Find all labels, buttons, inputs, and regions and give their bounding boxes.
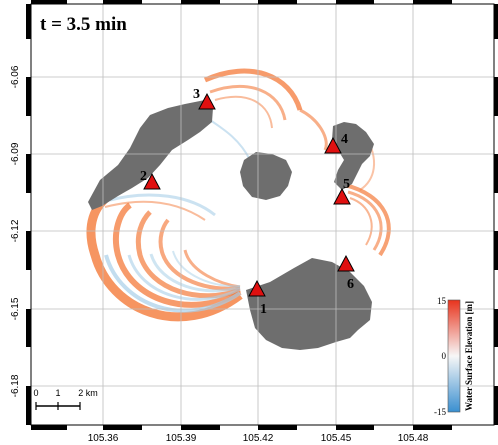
colorbar: 15 0 -15 Water Surface Elevation [m] xyxy=(434,296,474,417)
station-3: 3 xyxy=(193,87,216,110)
wave-trough xyxy=(149,253,241,293)
wavefront-arc xyxy=(349,197,373,246)
time-label: t = 3.5 min xyxy=(40,14,127,35)
x-tick-label: 105.39 xyxy=(166,433,197,444)
station-marker-icon xyxy=(198,92,216,110)
station-label: 5 xyxy=(343,177,350,192)
wavefront-arc xyxy=(347,190,383,251)
station-markers: 1 2 3 4 5 6 xyxy=(140,87,355,317)
station-label: 3 xyxy=(193,87,200,102)
y-axis-labels: -6.06 -6.09 -6.12 -6.15 -6.18 xyxy=(10,65,21,397)
station-5: 5 xyxy=(333,177,351,205)
y-tick-label: -6.18 xyxy=(10,374,21,397)
colorbar-min-label: -15 xyxy=(434,407,446,417)
plot-area xyxy=(31,4,494,425)
x-tick-label: 105.48 xyxy=(398,433,429,444)
y-tick-label: -6.12 xyxy=(10,219,21,242)
wavefront-arc xyxy=(86,191,243,322)
scale-label: 0 xyxy=(33,388,38,398)
colorbar-gradient xyxy=(447,299,461,413)
scale-bar: 0 1 2 km xyxy=(33,388,98,410)
station-4: 4 xyxy=(324,132,348,154)
y-tick-label: -6.15 xyxy=(10,297,21,320)
x-tick-label: 105.36 xyxy=(88,433,119,444)
wave-trough xyxy=(127,254,241,301)
wavefront-arc xyxy=(112,202,242,308)
colorbar-max-label: 15 xyxy=(437,296,447,306)
x-tick-label: 105.45 xyxy=(321,433,352,444)
wavefront-arc xyxy=(214,95,273,129)
station-2: 2 xyxy=(140,169,161,190)
station-label: 4 xyxy=(341,132,348,147)
wavefront-arc xyxy=(299,108,328,151)
station-marker-icon xyxy=(337,254,355,272)
land-island-northeast xyxy=(332,122,374,190)
station-label: 6 xyxy=(347,277,354,292)
wavefront-arc xyxy=(203,68,303,111)
land-island-northwest xyxy=(88,100,213,210)
wave-trough xyxy=(172,250,241,288)
colorbar-mid-label: 0 xyxy=(442,351,447,361)
wavefront-arc xyxy=(344,183,391,257)
x-axis-labels: 105.36 105.39 105.42 105.45 105.48 xyxy=(88,433,429,444)
wavefront-arc xyxy=(209,85,287,121)
wavefront-arc xyxy=(135,210,241,299)
wave-field xyxy=(86,68,391,350)
x-tick-label: 105.42 xyxy=(243,433,274,444)
scale-label: 2 km xyxy=(78,388,98,398)
station-label: 1 xyxy=(260,302,267,317)
land-island-southeast xyxy=(246,258,372,350)
station-label: 2 xyxy=(140,169,147,184)
station-marker-icon xyxy=(324,136,342,154)
wave-trough xyxy=(209,119,251,161)
wave-trough xyxy=(109,193,216,217)
station-6: 6 xyxy=(337,254,355,292)
station-marker-icon xyxy=(248,279,266,297)
y-tick-label: -6.06 xyxy=(10,65,21,88)
wave-trough xyxy=(104,254,242,313)
station-1: 1 xyxy=(248,279,267,317)
station-marker-icon xyxy=(333,187,351,205)
colorbar-title: Water Surface Elevation [m] xyxy=(464,301,474,411)
y-tick-label: -6.09 xyxy=(10,142,21,165)
wavefront-arc xyxy=(104,200,206,221)
map-frame xyxy=(26,0,498,430)
land-island-central xyxy=(240,152,292,200)
grid xyxy=(31,4,494,425)
scale-label: 1 xyxy=(55,388,60,398)
wavefront-arc xyxy=(158,218,241,291)
station-marker-icon xyxy=(143,172,161,190)
